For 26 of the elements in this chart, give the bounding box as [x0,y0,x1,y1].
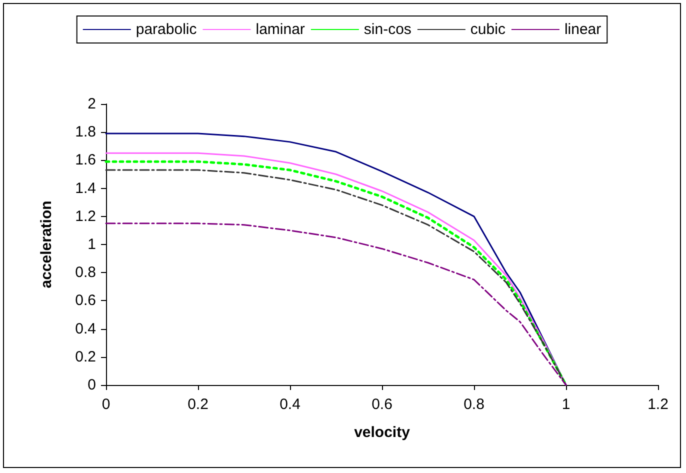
x-tick-label: 0.8 [464,396,484,413]
legend-label: cubic [470,21,506,38]
x-tick-label: 0.6 [372,396,392,413]
legend-label: parabolic [136,21,198,38]
y-tick-label: 0.8 [75,264,96,282]
legend-label: laminar [256,21,305,38]
x-tick-label: 0 [102,396,110,413]
x-tick-label: 0.2 [188,396,208,413]
y-tick-label: 1.6 [75,152,96,169]
y-tick-label: 2 [88,96,96,112]
x-tick-label: 1.2 [648,396,668,413]
y-tick-label: 0.2 [75,348,96,366]
y-tick-label: 1.8 [75,124,96,141]
y-tick-label: 0.6 [75,292,96,310]
x-tick-label: 0.4 [280,396,300,413]
line-series [105,222,567,386]
y-tick-label: 1.4 [75,180,96,197]
legend-label: sin-cos [364,21,412,38]
legend-label: linear [564,21,602,38]
x-tick-label: 1 [562,396,570,413]
y-tick-label: 1 [88,236,96,253]
y-axis-title: acceleration [38,200,55,288]
x-axis-title: velocity [354,424,411,441]
y-tick-label: 0.4 [75,320,96,338]
y-tick-label: 1.2 [75,208,96,225]
y-tick-label: 0 [88,376,96,394]
